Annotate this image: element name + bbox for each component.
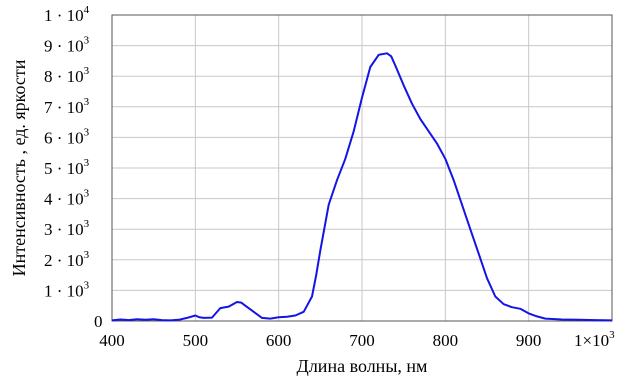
y-tick-label-7: 7 · 103 [44,96,90,117]
y-tick-exponent-7: 3 [84,96,90,108]
x-tick-base-0: 400 [99,331,125,350]
y-tick-label-1: 1 · 103 [44,279,90,300]
plot-frame [111,14,613,322]
y-tick-base-7: 7 · 10 [44,98,84,117]
x-tick-label-5: 900 [516,331,542,350]
x-tick-label-1: 500 [183,331,209,350]
y-tick-base-4: 4 · 10 [44,190,84,209]
x-tick-base-1: 500 [183,331,209,350]
y-tick-base-2: 2 · 10 [44,251,84,270]
y-tick-base-8: 8 · 10 [44,67,84,86]
y-tick-exponent-1: 3 [84,279,90,291]
x-tick-label-2: 600 [266,331,292,350]
x-tick-base-2: 600 [266,331,292,350]
y-tick-label-2: 2 · 103 [44,249,90,270]
y-tick-label-5: 5 · 103 [44,157,90,178]
grid-lines [111,14,613,322]
x-axis-ticks: 400 500 600 700 800 900 1×103 [99,329,615,350]
y-tick-base-5: 5 · 10 [44,159,84,178]
x-tick-label-6: 1×103 [574,329,615,350]
y-tick-exponent-2: 3 [84,249,90,261]
x-tick-label-0: 400 [99,331,125,350]
x-tick-base-5: 900 [516,331,542,350]
y-tick-exponent-9: 3 [84,35,90,47]
y-tick-label-3: 3 · 103 [44,218,90,239]
intensity-series-line [111,52,613,322]
x-tick-label-3: 700 [349,331,375,350]
y-tick-exponent-10: 4 [84,4,90,16]
y-tick-base-6: 6 · 10 [44,128,84,147]
y-tick-exponent-3: 3 [84,218,90,230]
x-tick-exponent-6: 3 [609,329,615,341]
y-tick-exponent-5: 3 [84,157,90,169]
y-tick-label-9: 9 · 103 [44,35,90,56]
y-tick-label-4: 4 · 103 [44,188,90,209]
y-tick-label-8: 8 · 103 [44,65,90,86]
y-tick-exponent-6: 3 [84,126,90,138]
x-axis-title: Длина волны, нм [297,356,428,376]
y-tick-label-10: 1 · 104 [44,4,90,25]
x-tick-base-3: 700 [349,331,375,350]
y-tick-base-3: 3 · 10 [44,220,84,239]
y-tick-label-6: 6 · 103 [44,126,90,147]
x-tick-base-6: 1×10 [574,331,609,350]
y-tick-label-0: 0 [94,312,103,331]
y-tick-exponent-8: 3 [84,65,90,77]
y-tick-base-0: 0 [94,312,103,331]
y-axis-title: Интенсивность , ед. яркости [9,59,29,276]
x-tick-label-4: 800 [433,331,459,350]
y-tick-exponent-4: 3 [84,188,90,200]
y-tick-base-9: 9 · 10 [44,37,84,56]
y-tick-base-10: 1 · 10 [44,6,84,25]
y-tick-base-1: 1 · 10 [44,281,84,300]
x-tick-base-4: 800 [433,331,459,350]
